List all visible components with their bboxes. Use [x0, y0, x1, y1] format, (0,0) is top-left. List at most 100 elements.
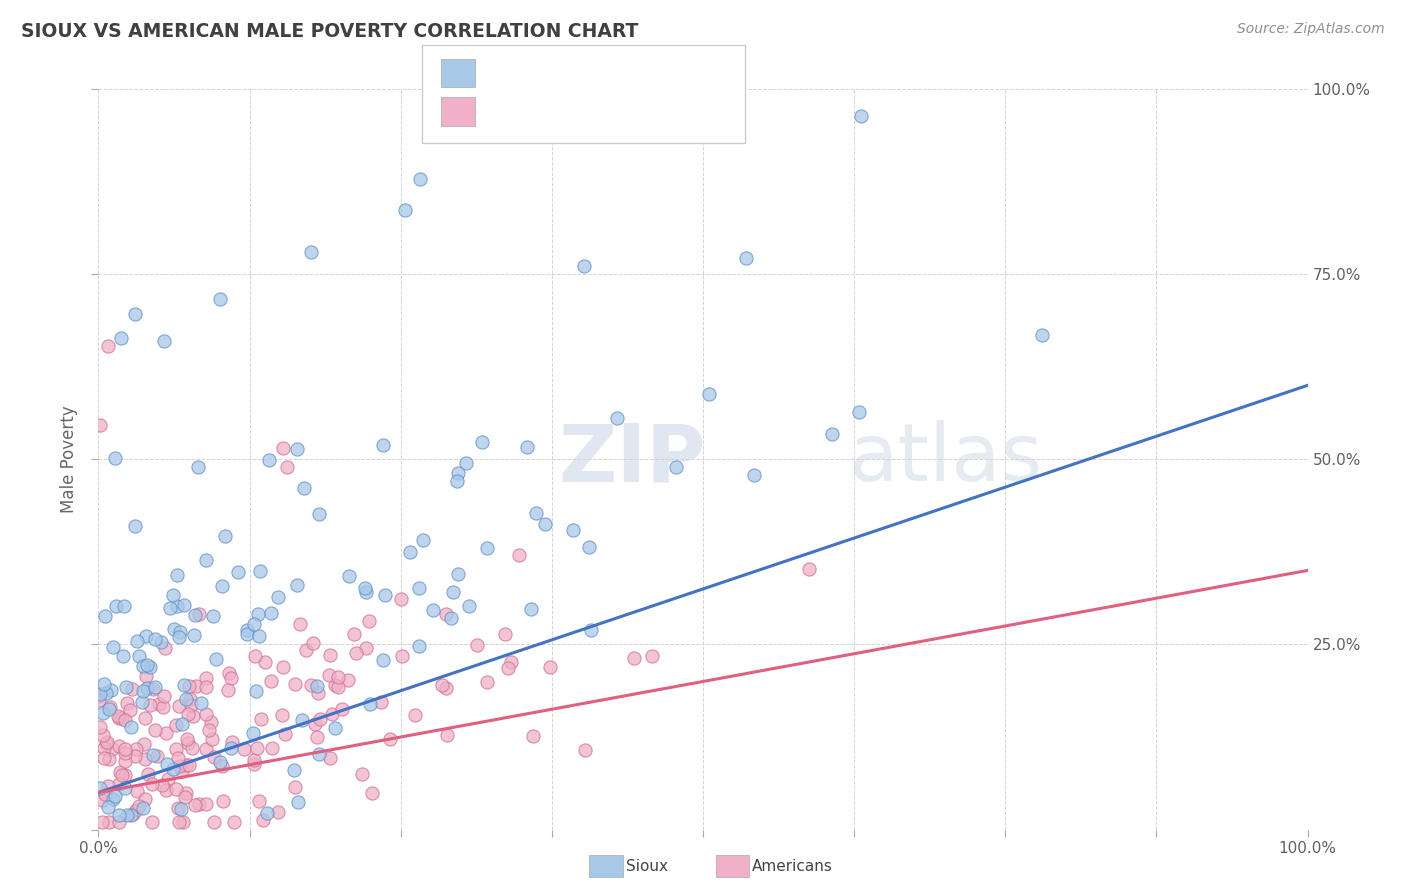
- Point: [308, 712, 330, 726]
- Point: [120, 703, 142, 717]
- Point: [104, 789, 127, 803]
- Point: [120, 807, 142, 822]
- Point: [114, 754, 136, 768]
- Point: [287, 795, 309, 809]
- Point: [143, 632, 166, 647]
- Point: [111, 768, 134, 782]
- Point: [89, 781, 111, 796]
- Point: [243, 753, 266, 767]
- Point: [108, 739, 131, 754]
- Point: [208, 293, 231, 307]
- Point: [135, 629, 157, 643]
- Point: [202, 750, 225, 764]
- Point: [162, 588, 184, 602]
- Point: [295, 643, 318, 657]
- Text: 0.505: 0.505: [522, 103, 574, 120]
- Point: [181, 741, 204, 756]
- Point: [174, 786, 197, 800]
- Point: [267, 805, 290, 819]
- Point: [169, 624, 191, 639]
- Point: [152, 689, 174, 703]
- Point: [1031, 327, 1053, 342]
- Point: [849, 109, 872, 123]
- Point: [288, 617, 311, 632]
- Point: [156, 772, 179, 786]
- Text: N =: N =: [574, 64, 621, 82]
- Point: [170, 717, 193, 731]
- Point: [606, 411, 628, 425]
- Point: [305, 679, 328, 693]
- Point: [799, 562, 821, 576]
- Point: [270, 707, 292, 722]
- Point: [404, 708, 426, 723]
- Point: [165, 742, 187, 756]
- Point: [132, 659, 155, 673]
- Point: [522, 729, 544, 743]
- Point: [475, 675, 498, 690]
- Point: [150, 779, 173, 793]
- Point: [114, 768, 136, 782]
- Point: [156, 756, 179, 771]
- Point: [562, 523, 585, 537]
- Point: [224, 815, 246, 830]
- Point: [188, 607, 211, 621]
- Point: [114, 742, 136, 756]
- Point: [93, 728, 115, 742]
- Point: [359, 614, 381, 628]
- Point: [697, 387, 720, 401]
- Point: [245, 683, 267, 698]
- Point: [97, 779, 120, 793]
- Point: [578, 540, 600, 554]
- Point: [101, 640, 124, 654]
- Point: [176, 735, 198, 749]
- Point: [356, 584, 378, 599]
- Point: [143, 680, 166, 694]
- Point: [205, 651, 228, 665]
- Point: [122, 807, 145, 822]
- Point: [194, 706, 217, 721]
- Point: [467, 638, 489, 652]
- Point: [114, 747, 136, 761]
- Text: 166: 166: [623, 103, 658, 120]
- Text: 132: 132: [623, 64, 658, 82]
- Point: [125, 803, 148, 817]
- Text: R =: R =: [482, 103, 519, 120]
- Point: [167, 815, 190, 830]
- Point: [337, 673, 360, 688]
- Point: [134, 791, 156, 805]
- Point: [249, 629, 271, 643]
- Point: [371, 438, 394, 452]
- Point: [100, 683, 122, 698]
- Point: [283, 763, 305, 777]
- Point: [146, 749, 169, 764]
- Point: [271, 441, 294, 455]
- Text: SIOUX VS AMERICAN MALE POVERTY CORRELATION CHART: SIOUX VS AMERICAN MALE POVERTY CORRELATI…: [21, 22, 638, 41]
- Point: [186, 679, 208, 693]
- Point: [370, 695, 392, 709]
- Point: [285, 578, 308, 592]
- Point: [408, 581, 430, 595]
- Point: [98, 699, 121, 714]
- Point: [259, 606, 281, 620]
- Point: [326, 670, 349, 684]
- Point: [166, 599, 188, 613]
- Point: [94, 685, 117, 699]
- Point: [211, 579, 233, 593]
- Point: [211, 758, 233, 772]
- Point: [143, 723, 166, 737]
- Point: [352, 766, 374, 780]
- Point: [477, 541, 499, 555]
- Point: [93, 741, 115, 756]
- Point: [398, 545, 420, 559]
- Point: [177, 706, 200, 721]
- Point: [169, 630, 191, 644]
- Point: [323, 677, 346, 691]
- Point: [380, 732, 402, 747]
- Point: [104, 599, 127, 613]
- Point: [742, 467, 765, 482]
- Point: [132, 684, 155, 698]
- Point: [256, 805, 278, 820]
- Point: [308, 747, 330, 761]
- Point: [166, 568, 188, 582]
- Point: [93, 677, 115, 691]
